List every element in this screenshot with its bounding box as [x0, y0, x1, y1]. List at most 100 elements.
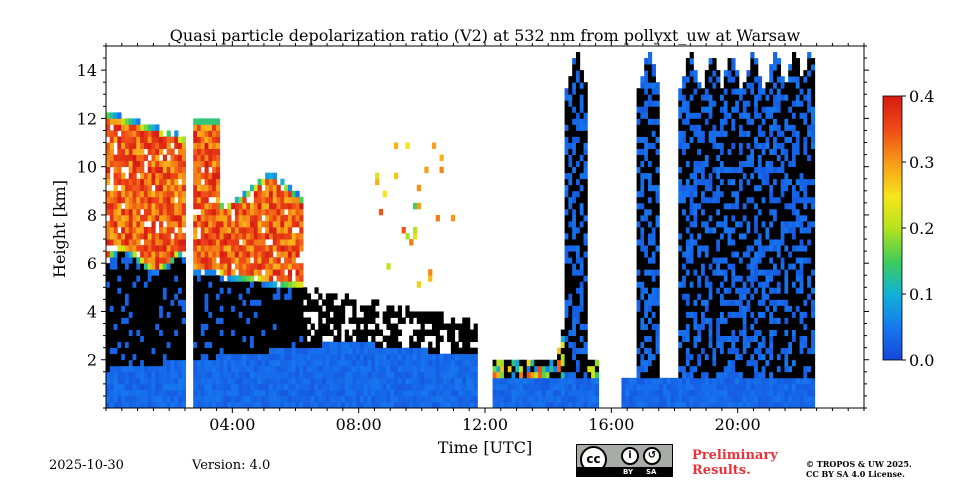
heatmap-cell: [693, 130, 698, 137]
heatmap-cell: [757, 239, 763, 246]
heatmap-cell: [318, 395, 323, 403]
heatmap-cell: [132, 208, 137, 216]
heatmap-cell: [280, 293, 285, 300]
heatmap-cell: [196, 269, 202, 276]
heatmap-cell: [659, 383, 664, 391]
heatmap-cell: [500, 359, 505, 367]
heatmap-cell: [322, 371, 327, 379]
heatmap-cell: [162, 239, 168, 246]
heatmap-cell: [178, 293, 183, 300]
heatmap-cell: [143, 275, 149, 282]
heatmap-cell: [704, 227, 710, 234]
heatmap-cell: [651, 377, 656, 385]
heatmap-cell: [174, 401, 179, 408]
heatmap-cell: [568, 160, 573, 168]
heatmap-cell: [140, 202, 145, 210]
heatmap-cell: [181, 329, 186, 336]
heatmap-cell: [359, 359, 365, 367]
heatmap-cell: [306, 317, 312, 324]
heatmap-cell: [716, 154, 721, 162]
heatmap-cell: [746, 389, 751, 397]
heatmap-cell: [750, 371, 755, 379]
heatmap-cell: [447, 359, 452, 367]
heatmap-cell: [701, 148, 706, 155]
heatmap-cell: [128, 341, 133, 349]
heatmap-cell: [234, 323, 240, 330]
heatmap-cell: [166, 335, 171, 343]
heatmap-cell: [636, 106, 641, 113]
heatmap-cell: [394, 311, 399, 318]
heatmap-cell: [268, 311, 274, 318]
heatmap-cell: [712, 130, 717, 137]
heatmap-cell: [215, 317, 221, 324]
heatmap-cell: [276, 401, 281, 408]
heatmap-cell: [754, 70, 759, 77]
heatmap-cell: [208, 365, 213, 373]
heatmap-cell: [109, 359, 114, 367]
heatmap-cell: [704, 377, 710, 385]
heatmap-cell: [568, 154, 573, 162]
heatmap-cell: [644, 136, 649, 143]
heatmap-cell: [166, 305, 171, 312]
heatmap-cell: [204, 359, 209, 367]
heatmap-cell: [564, 311, 569, 318]
heatmap-cell: [761, 214, 766, 222]
heatmap-cell: [678, 257, 683, 264]
heatmap-cell: [719, 214, 725, 222]
heatmap-cell: [682, 251, 687, 258]
heatmap-cell: [583, 383, 588, 391]
heatmap-cell: [727, 70, 732, 77]
heatmap-cell: [682, 365, 687, 373]
heatmap-cell: [109, 220, 114, 228]
heatmap-cell: [250, 245, 255, 252]
heatmap-cell: [712, 160, 717, 168]
heatmap-cell: [761, 130, 766, 137]
heatmap-cell: [731, 214, 736, 222]
heatmap-cell: [769, 401, 774, 408]
heatmap-cell: [159, 136, 164, 143]
heatmap-cell: [564, 395, 569, 403]
heatmap-cell: [242, 245, 247, 252]
heatmap-cell: [268, 353, 274, 361]
heatmap-cell: [147, 347, 152, 355]
heatmap-cell: [685, 172, 691, 180]
heatmap-cell: [716, 214, 721, 222]
heatmap-cell: [299, 395, 304, 403]
heatmap-cell: [655, 178, 660, 186]
heatmap-cell: [166, 257, 171, 264]
heatmap-cell: [647, 311, 653, 318]
heatmap-cell: [234, 220, 240, 228]
heatmap-cell: [572, 281, 577, 288]
heatmap-cell: [572, 227, 577, 234]
heatmap-cell: [644, 196, 649, 204]
heatmap-cell: [435, 329, 440, 336]
heatmap-cell: [200, 245, 205, 252]
heatmap-cell: [276, 323, 281, 330]
heatmap-cell: [708, 317, 713, 324]
heatmap-cell: [170, 196, 175, 204]
heatmap-cell: [299, 335, 304, 343]
heatmap-cell: [268, 371, 274, 379]
heatmap-cell: [147, 299, 152, 306]
heatmap-cell: [181, 269, 186, 276]
heatmap-cell: [685, 299, 691, 306]
heatmap-cell: [735, 196, 740, 204]
heatmap-cell: [136, 305, 141, 312]
heatmap-cell: [162, 335, 168, 343]
heatmap-cell: [693, 245, 698, 252]
heatmap-cell: [719, 148, 725, 155]
heatmap-cell: [367, 401, 372, 408]
heatmap-cell: [151, 377, 156, 385]
heatmap-cell: [655, 94, 660, 101]
heatmap-cell: [121, 130, 126, 137]
heatmap-cell: [284, 257, 289, 264]
heatmap-cell: [439, 401, 444, 408]
heatmap-cell: [644, 383, 649, 391]
heatmap-cell: [378, 395, 384, 403]
heatmap-cell: [750, 239, 755, 246]
heatmap-cell: [735, 100, 740, 107]
heatmap-cell: [708, 287, 713, 294]
heatmap-cell: [325, 317, 331, 324]
heatmap-cell: [276, 257, 281, 264]
heatmap-cell: [147, 269, 152, 276]
